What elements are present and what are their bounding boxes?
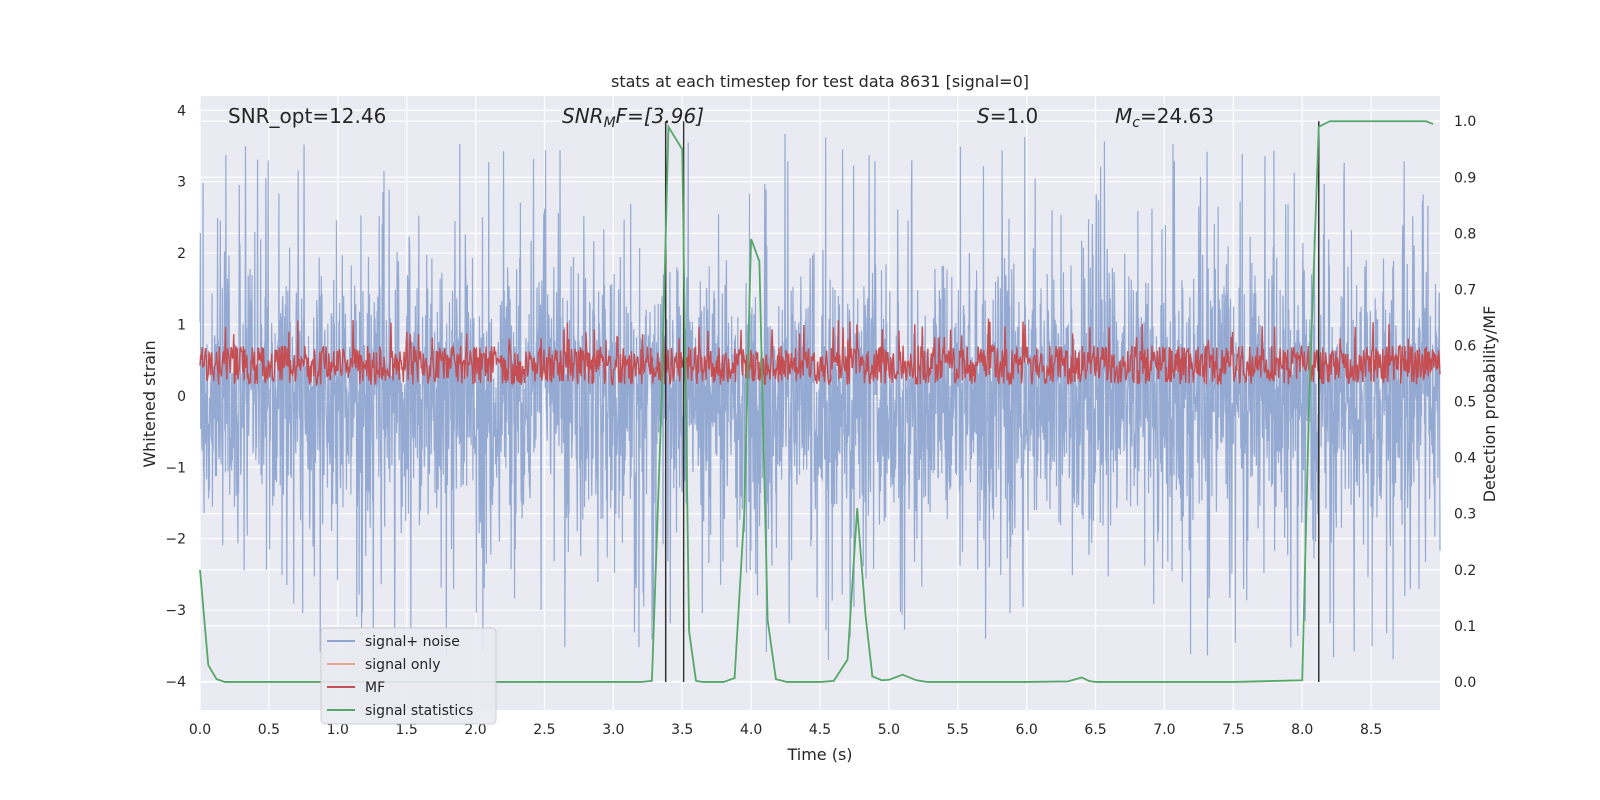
y-right-tick-label: 0.3 xyxy=(1454,507,1476,523)
annotation-main: S xyxy=(977,104,990,128)
x-tick-label: 1.0 xyxy=(327,722,349,738)
x-tick-label: 7.0 xyxy=(1153,722,1175,738)
x-tick-label: 3.5 xyxy=(671,722,693,738)
y-right-tick-label: 0.8 xyxy=(1454,226,1476,242)
y-right-tick-label: 0.9 xyxy=(1454,170,1476,186)
y-right-tick-label: 0.6 xyxy=(1454,339,1476,355)
annotation-2: SNRMF=[3.96] xyxy=(562,104,704,131)
annotation-subscript: M xyxy=(604,115,616,131)
x-tick-label: 5.5 xyxy=(947,722,969,738)
annotation-value: F=[3.96] xyxy=(616,104,704,128)
y-right-tick-label: 1.0 xyxy=(1454,114,1476,130)
annotation-main: SNR_opt=12.46 xyxy=(228,104,386,128)
legend: signal+ noise signal only MF signal statist… xyxy=(320,627,497,725)
legend-box xyxy=(320,627,497,725)
y-right-tick-label: 0.1 xyxy=(1454,619,1476,635)
x-tick-label: 7.5 xyxy=(1222,722,1244,738)
y-axis-label: Whitened strain xyxy=(140,340,159,467)
axes: 0.0 0.5 1.0 1.5 2.0 2.5 3.0 3.5 4.0 4.5 5.0 5.5 6.0 6… xyxy=(165,103,1476,738)
annotation-main: M xyxy=(1115,104,1132,128)
chart-title: stats at each timestep for test data 863… xyxy=(611,72,1029,91)
annotation-main: SNR xyxy=(562,104,604,128)
y-tick-label: −4 xyxy=(165,674,186,690)
annotation-4: Mc=24.63 xyxy=(1115,104,1214,131)
annotation-subscript: c xyxy=(1132,115,1140,131)
y-right-tick-label: 0.4 xyxy=(1454,451,1476,467)
x-tick-label: 8.5 xyxy=(1360,722,1382,738)
y-tick-label: −3 xyxy=(165,603,186,619)
x-tick-label: 3.0 xyxy=(602,722,624,738)
annotation-value: =24.63 xyxy=(1140,104,1214,128)
y-tick-label: −1 xyxy=(165,460,186,476)
x-tick-label: 4.5 xyxy=(809,722,831,738)
legend-label: signal only xyxy=(365,657,440,673)
annotation-value: =1.0 xyxy=(990,104,1039,128)
y-right-tick-label: 0.7 xyxy=(1454,282,1476,298)
y-right-tick-label: 0.0 xyxy=(1454,675,1476,691)
x-axis-label: Time (s) xyxy=(786,745,852,764)
x-tick-label: 6.5 xyxy=(1084,722,1106,738)
y-tick-label: 0 xyxy=(177,389,186,405)
legend-label: signal statistics xyxy=(365,703,473,719)
mf-line xyxy=(199,318,1441,387)
y-axis-right-label: Detection probability/MF xyxy=(1480,306,1499,503)
signal-statistics-line xyxy=(199,120,1434,683)
legend-label: MF xyxy=(365,680,385,696)
x-tick-label: 8.0 xyxy=(1291,722,1313,738)
y-tick-label: −2 xyxy=(165,532,186,548)
annotations: SNR_opt=12.46 SNRMF=[3.96] S=1.0 Mc=24.63 xyxy=(228,104,1214,131)
y-tick-label: 1 xyxy=(177,317,186,333)
annotation-1: SNR_opt=12.46 xyxy=(228,104,386,128)
plot-area xyxy=(199,120,1441,683)
y-tick-label: 4 xyxy=(177,103,186,119)
y-tick-label: 2 xyxy=(177,246,186,262)
x-tick-label: 5.0 xyxy=(878,722,900,738)
x-tick-label: 0.5 xyxy=(258,722,280,738)
x-tick-label: 2.5 xyxy=(533,722,555,738)
y-right-tick-label: 0.5 xyxy=(1454,395,1476,411)
x-tick-label: 0.0 xyxy=(189,722,211,738)
y-right-tick-label: 0.2 xyxy=(1454,563,1476,579)
x-tick-label: 6.0 xyxy=(1016,722,1038,738)
x-tick-label: 4.0 xyxy=(740,722,762,738)
x-tick-label: 1.5 xyxy=(396,722,418,738)
legend-label: signal+ noise xyxy=(365,634,460,650)
x-tick-label: 2.0 xyxy=(464,722,486,738)
y-tick-label: 3 xyxy=(177,175,186,191)
annotation-3: S=1.0 xyxy=(977,104,1038,128)
